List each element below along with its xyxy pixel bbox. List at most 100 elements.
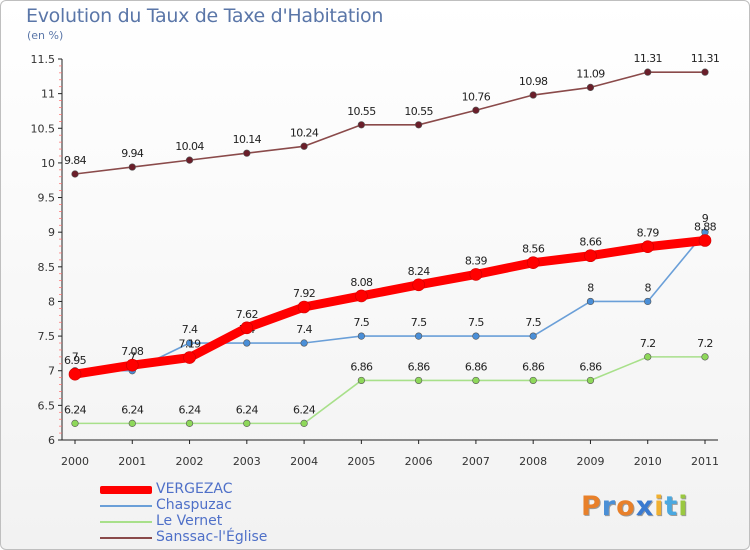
x-tick-label: 2004 [290,455,318,468]
data-label-le-vernet: 7.2 [697,337,713,350]
data-label-sanssac-l-eglise: 9.94 [121,147,144,160]
chart-title: Evolution du Taux de Taxe d'Habitation [26,5,384,27]
data-label-chaspuzac: 8 [587,281,594,294]
data-label-chaspuzac: 7.4 [182,323,198,336]
data-label-vergezac: 8.24 [408,265,431,278]
data-label-sanssac-l-eglise: 11.31 [633,52,662,65]
data-label-vergezac: 8.08 [350,276,373,289]
data-point-vergezac [355,289,368,303]
series-line-sanssac-l-eglise [74,71,706,175]
legend-item-chaspuzac[interactable]: Chaspuzac [100,497,320,515]
data-point-le-vernet [472,376,480,385]
data-label-vergezac: 8.56 [522,243,545,256]
series-line-vergezac [70,235,710,379]
data-point-chaspuzac [472,332,480,340]
data-label-sanssac-l-eglise: 10.04 [175,140,204,153]
data-label-vergezac: 8.88 [694,220,717,233]
y-tick-label: 8.5 [38,261,56,274]
y-axis-unit: (en %) [27,29,64,42]
data-point-le-vernet [357,376,365,385]
data-label-vergezac: 7.62 [236,308,258,321]
x-tick-label: 2010 [634,455,662,468]
y-tick-label: 7.5 [38,330,56,343]
x-tick-label: 2008 [519,455,547,468]
data-label-le-vernet: 6.24 [293,403,316,416]
data-label-chaspuzac: 7 [72,351,79,364]
data-label-sanssac-l-eglise: 10.76 [462,90,491,103]
logo-letter: x [635,491,655,522]
data-label-chaspuzac: 7.5 [468,316,484,329]
data-label-chaspuzac: 7 [129,351,136,364]
data-point-vergezac [125,358,139,372]
x-tick-label: 2009 [576,455,604,468]
data-label-sanssac-l-eglise: 10.24 [290,126,319,139]
y-tick-label: 11 [41,88,55,101]
data-label-sanssac-l-eglise: 10.98 [519,75,548,88]
data-label-le-vernet: 6.86 [408,360,431,373]
legend-swatch-le-vernet [100,521,152,523]
data-label-chaspuzac: 9 [702,212,709,225]
data-label-le-vernet: 6.86 [350,360,373,373]
y-tick-label: 9 [48,226,55,239]
data-label-sanssac-l-eglise: 11.09 [576,67,605,80]
legend-item-le-vernet[interactable]: Le Vernet [100,513,320,531]
data-label-le-vernet: 6.24 [64,403,87,416]
legend-item-vergezac[interactable]: VERGEZAC [100,481,320,499]
data-point-le-vernet [128,419,136,427]
data-point-sanssac-l-eglise [644,68,652,76]
data-label-sanssac-l-eglise: 11.31 [691,52,720,65]
legend-item-sanssac[interactable]: Sanssac-l'Église [100,529,320,547]
data-label-le-vernet: 6.24 [236,403,259,416]
legend-label-chaspuzac: Chaspuzac [156,497,232,513]
data-point-vergezac [698,234,712,247]
data-point-le-vernet [529,376,537,385]
logo-letter: o [616,491,636,522]
data-point-vergezac [469,268,483,281]
data-label-vergezac: 6.95 [64,354,87,367]
data-label-vergezac: 8.79 [637,227,660,240]
data-point-le-vernet [644,353,652,361]
data-point-chaspuzac [357,332,365,340]
legend-label-sanssac: Sanssac-l'Église [156,529,268,545]
data-point-chaspuzac [644,297,652,306]
x-tick-label: 2006 [405,455,433,468]
data-label-vergezac: 8.66 [579,236,602,249]
data-point-vergezac [183,351,196,364]
data-label-le-vernet: 6.86 [579,360,602,373]
data-point-sanssac-l-eglise [586,83,595,92]
data-point-chaspuzac [300,339,308,347]
data-point-sanssac-l-eglise [701,68,709,76]
proxiti-logo: Proxiti [581,491,689,522]
data-label-vergezac: 7.92 [293,287,315,300]
logo-letter: i [678,491,689,522]
x-tick-label: 2011 [691,455,719,468]
legend-swatch-chaspuzac [100,505,152,507]
series-line-le-vernet [74,356,706,425]
data-point-le-vernet [243,419,251,427]
data-label-le-vernet: 6.24 [178,403,201,416]
x-tick-label: 2003 [233,455,261,468]
x-tick-label: 2002 [176,455,204,468]
y-tick-label: 10 [41,157,55,170]
data-point-vergezac [240,321,254,335]
logo-letter: i [654,491,665,522]
data-point-sanssac-l-eglise [243,149,251,157]
series-line-chaspuzac [74,231,706,372]
data-label-chaspuzac: 7.5 [354,316,370,329]
data-point-chaspuzac [529,332,537,340]
data-point-le-vernet [185,419,194,427]
data-point-sanssac-l-eglise [357,121,365,129]
data-point-sanssac-l-eglise [128,163,136,171]
data-point-vergezac [412,278,425,292]
data-label-chaspuzac: 7.5 [525,316,541,329]
data-label-sanssac-l-eglise: 10.55 [347,105,376,118]
data-point-le-vernet [300,419,308,427]
data-point-chaspuzac [185,339,194,347]
x-tick-label: 2005 [347,455,375,468]
data-label-vergezac: 7.08 [121,345,144,358]
data-point-vergezac [68,367,82,381]
data-label-le-vernet: 6.86 [522,360,545,373]
y-tick-label: 7 [48,365,55,378]
